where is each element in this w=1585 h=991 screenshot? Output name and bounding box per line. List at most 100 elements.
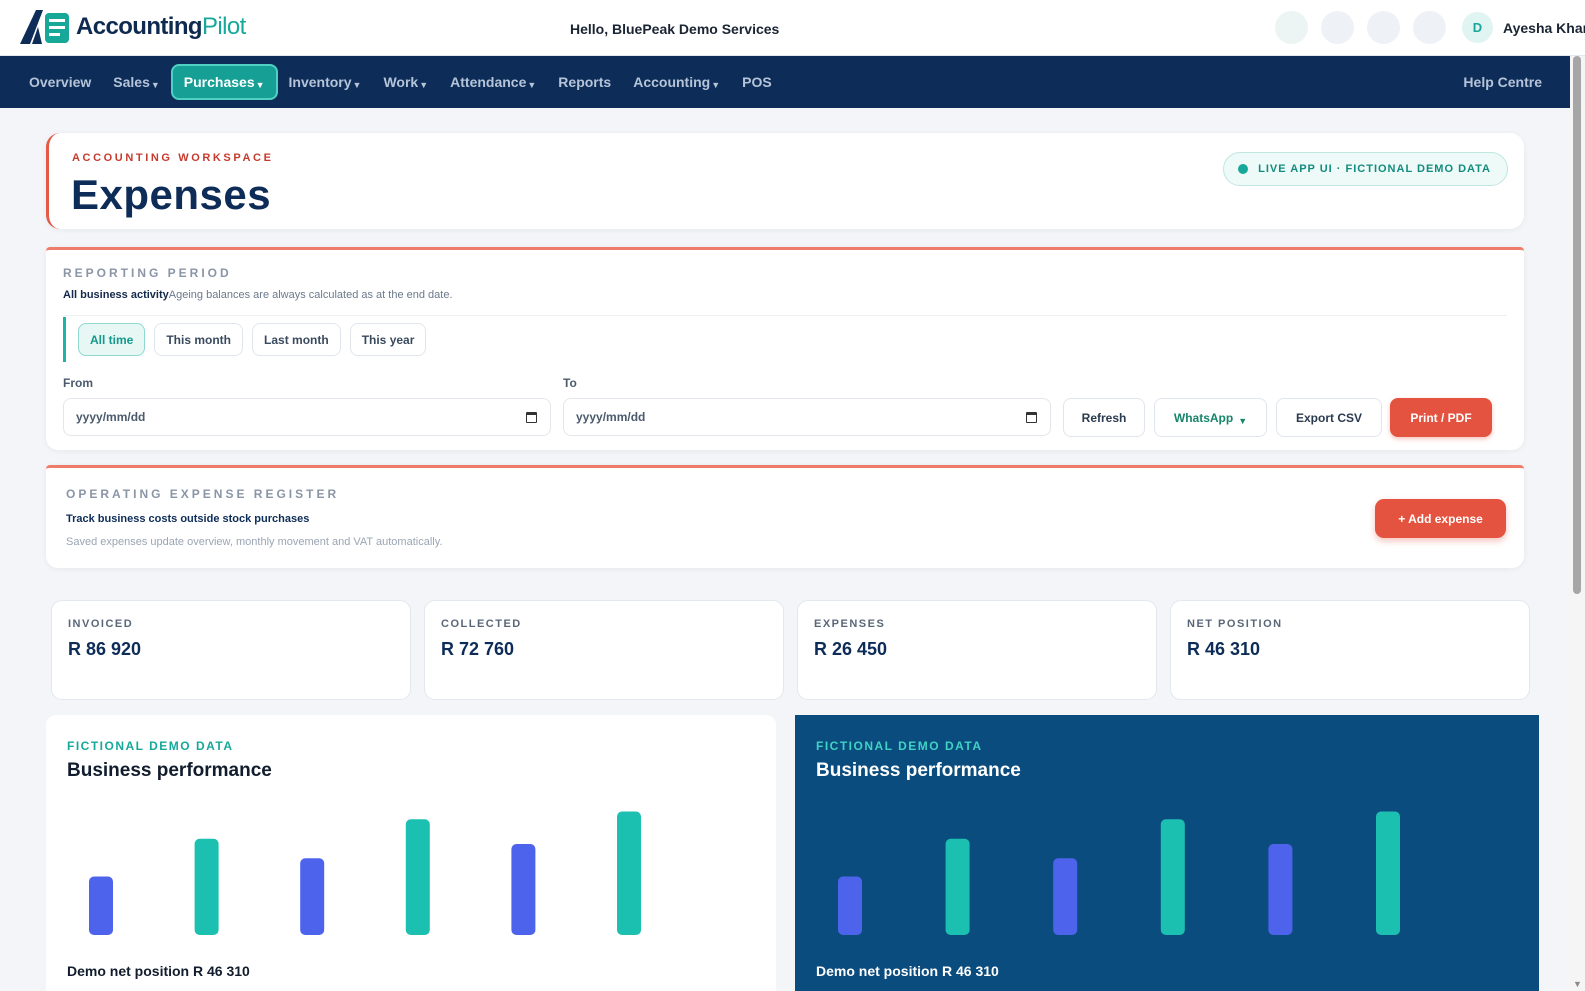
greeting-text: Hello, BluePeak Demo Services (570, 21, 780, 37)
kpi-value: R 86 920 (68, 639, 142, 659)
nav-item-label: Attendance (450, 74, 527, 90)
chevron-down-icon: ▼ (150, 80, 160, 90)
nav-item-pos[interactable]: POS (731, 64, 783, 100)
header-actions (1275, 11, 1446, 44)
chart-bar (1268, 844, 1293, 935)
from-date-input[interactable]: yyyy/mm/dd (63, 398, 551, 436)
reporting-period-card: REPORTING PERIOD All business activityAg… (46, 247, 1524, 450)
kpi-value: R 72 760 (441, 639, 515, 659)
kpi-card-expenses: EXPENSES R 26 450 (797, 600, 1157, 700)
chart-eyebrow: FICTIONAL DEMO DATA (67, 739, 234, 753)
reporting-period-label: REPORTING PERIOD (63, 266, 232, 280)
business-performance-chart-light: FICTIONAL DEMO DATA Business performance… (46, 715, 776, 991)
period-chip-this-year[interactable]: This year (349, 323, 427, 356)
chart-bar (617, 811, 641, 935)
avatar: D (1462, 12, 1493, 43)
bar-chart-svg (89, 811, 641, 935)
from-date-placeholder: yyyy/mm/dd (76, 410, 146, 424)
header-action-icon-3[interactable] (1367, 11, 1400, 44)
live-badge-text: LIVE APP UI · FICTIONAL DEMO DATA (1258, 163, 1491, 175)
nav-item-inventory[interactable]: Inventory ▼ (278, 64, 373, 100)
nav-item-reports[interactable]: Reports (547, 64, 622, 100)
calendar-icon[interactable] (526, 412, 537, 423)
chart-footer: Demo net position R 46 310 (67, 963, 250, 979)
chart-bar (300, 858, 325, 935)
expense-register-title: Track business costs outside stock purch… (66, 513, 310, 525)
nav-item-overview[interactable]: Overview (18, 64, 102, 100)
nav-item-work[interactable]: Work ▼ (372, 64, 439, 100)
logo-text-accent: Pilot (202, 13, 246, 40)
divider (63, 315, 1507, 316)
kpi-label: COLLECTED (441, 618, 522, 630)
header-action-icon-4[interactable] (1413, 11, 1446, 44)
live-demo-badge: LIVE APP UI · FICTIONAL DEMO DATA (1223, 152, 1508, 186)
kpi-card-net-position: NET POSITION R 46 310 (1170, 600, 1530, 700)
refresh-button[interactable]: Refresh (1063, 398, 1145, 437)
nav-item-accounting[interactable]: Accounting ▼ (622, 64, 731, 100)
to-date-input[interactable]: yyyy/mm/dd (563, 398, 1051, 436)
chevron-down-icon: ▼ (711, 80, 721, 90)
chevron-down-icon: ▼ (419, 80, 429, 90)
header-action-icon-2[interactable] (1321, 11, 1354, 44)
to-label: To (563, 376, 577, 390)
export-csv-button[interactable]: Export CSV (1276, 398, 1382, 437)
kpi-card-collected: COLLECTED R 72 760 (424, 600, 784, 700)
kpi-value: R 46 310 (1187, 639, 1261, 659)
calendar-icon[interactable] (1026, 412, 1037, 423)
chart-bar (838, 876, 862, 935)
nav-item-label: Purchases (183, 74, 255, 90)
chart-bar (511, 844, 536, 935)
main-nav: Overview Sales ▼ Purchases ▼ Inventory ▼ Work ▼ A… (0, 56, 1570, 108)
bar-chart-svg (838, 811, 1400, 935)
chart-bar (1376, 811, 1400, 935)
nav-item-label: Reports (558, 74, 612, 90)
period-scope-text: All business activity (63, 289, 169, 301)
period-note-text: Ageing balances are always calculated as… (168, 289, 453, 301)
kpi-label: INVOICED (68, 618, 134, 630)
logo-text: AccountingPilot (76, 13, 246, 41)
chart-title: Business performance (816, 760, 1021, 781)
user-name: Ayesha Khan (1503, 19, 1585, 36)
scroll-down-icon[interactable]: ▼ (1573, 979, 1582, 989)
print-pdf-button[interactable]: Print / PDF (1390, 398, 1492, 437)
period-chip-this-month[interactable]: This month (154, 323, 244, 356)
chart-bar (945, 838, 970, 935)
add-expense-button[interactable]: + Add expense (1375, 499, 1506, 538)
page-scrollbar[interactable]: ▼ (1570, 56, 1585, 991)
page-title: Expenses (71, 171, 272, 218)
header-action-icon-1[interactable] (1275, 11, 1308, 44)
chevron-down-icon: ▼ (527, 80, 537, 90)
user-menu[interactable]: D Ayesha Khan (1462, 12, 1585, 43)
whatsapp-label: WhatsApp (1173, 410, 1234, 425)
chart-bar (405, 819, 430, 935)
nav-item-label: Overview (29, 74, 92, 90)
nav-item-label: Inventory (288, 74, 352, 90)
status-dot-icon (1238, 164, 1249, 174)
scrollbar-thumb[interactable] (1573, 56, 1581, 594)
nav-item-purchases[interactable]: Purchases ▼ (170, 64, 278, 100)
kpi-value: R 26 450 (814, 639, 888, 659)
chart-bar (89, 876, 113, 935)
nav-item-attendance[interactable]: Attendance ▼ (439, 64, 547, 100)
kpi-card-invoiced: INVOICED R 86 920 (51, 600, 411, 700)
period-chip-last-month[interactable]: Last month (252, 323, 341, 356)
period-chip-all-time[interactable]: All time (78, 323, 146, 356)
kpi-label: NET POSITION (1187, 618, 1283, 630)
nav-item-label: Sales (113, 74, 150, 90)
chart-title: Business performance (67, 760, 272, 781)
chart-bar (1053, 858, 1078, 935)
from-label: From (63, 376, 93, 390)
expense-register-card: OPERATING EXPENSE REGISTER Track busines… (46, 465, 1524, 568)
app-logo[interactable]: AccountingPilot (18, 7, 246, 47)
top-header: AccountingPilot Hello, BluePeak Demo Ser… (0, 0, 1585, 56)
nav-item-sales[interactable]: Sales ▼ (102, 64, 171, 100)
chart-bar (194, 838, 219, 935)
nav-item-label: POS (742, 74, 772, 90)
whatsapp-button[interactable]: WhatsApp ▼ (1154, 398, 1267, 437)
nav-item-label: Accounting (633, 74, 711, 90)
to-date-placeholder: yyyy/mm/dd (576, 410, 646, 424)
nav-items: Overview Sales ▼ Purchases ▼ Inventory ▼ Work ▼ A… (18, 64, 783, 100)
nav-item-label: Work (383, 74, 419, 90)
help-centre-link[interactable]: Help Centre (1463, 74, 1542, 90)
expense-register-label: OPERATING EXPENSE REGISTER (66, 487, 340, 501)
